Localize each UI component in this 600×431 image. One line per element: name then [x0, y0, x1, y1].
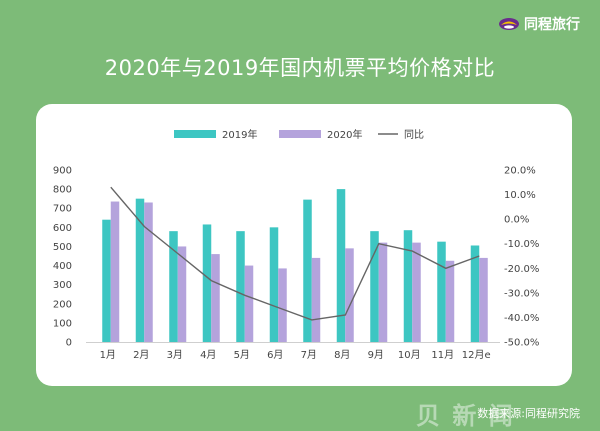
bar-2019-12	[470, 245, 480, 342]
bar-2019-8	[336, 189, 346, 342]
bar-2019-7	[303, 199, 312, 342]
left-tick-label: 0	[66, 338, 72, 349]
bar-2020-12	[479, 257, 488, 342]
right-tick-label: -10.0%	[504, 239, 539, 250]
brand: 同程旅行	[498, 14, 580, 34]
bar-2020-7	[311, 257, 321, 342]
left-tick-label: 800	[53, 185, 72, 196]
right-tick-label: -30.0%	[504, 288, 539, 299]
right-tick-label: 10.0%	[504, 190, 536, 201]
right-tick-label: 20.0%	[504, 166, 536, 177]
left-tick-label: 200	[53, 299, 72, 310]
bars	[102, 189, 488, 342]
brand-name: 同程旅行	[524, 17, 580, 33]
watermark-logo: 贝 新 闻	[416, 402, 515, 430]
x-tick-label: 3月	[167, 349, 183, 361]
right-axis: 20.0% 10.0% 0.0% -10.0% -20.0% -30.0% -40.0% -5…	[504, 166, 539, 349]
x-tick-label: 6月	[267, 349, 283, 361]
right-tick-label: -40.0%	[504, 313, 539, 324]
x-tick-label: 9月	[368, 349, 384, 361]
legend-swatch-1	[174, 130, 216, 138]
x-tick-label: 8月	[334, 349, 350, 361]
left-tick-label: 500	[53, 242, 72, 253]
bar-2019-5	[236, 231, 245, 342]
bar-2020-2	[144, 202, 153, 342]
left-tick-label: 600	[53, 223, 72, 234]
x-tick-label: 12月e	[462, 349, 491, 361]
data-source: 数据来源:同程研究院	[477, 407, 580, 420]
legend: 2019年 2020年 同比	[174, 128, 424, 141]
tongcheng-logo-icon	[499, 18, 519, 30]
x-tick-label: 10月	[398, 349, 421, 361]
bar-2020-5	[244, 265, 254, 342]
legend-label-2: 2020年	[327, 128, 362, 141]
x-axis: 1月 2月 3月 4月 5月 6月 7月 8月 9月 10月 11月 12月e	[86, 342, 500, 361]
bar-2020-8	[345, 248, 354, 342]
bar-2019-6	[269, 227, 279, 342]
legend-label-3: 同比	[404, 129, 424, 141]
bar-2020-11	[445, 260, 455, 342]
bar-2019-2	[135, 198, 145, 342]
left-tick-label: 700	[53, 204, 72, 215]
yoy-line	[110, 186, 480, 321]
yoy-line-path	[110, 186, 480, 321]
bar-2020-6	[278, 268, 287, 342]
left-tick-label: 100	[53, 318, 72, 329]
right-tick-label: 0.0%	[504, 215, 529, 226]
bar-2019-3	[169, 231, 178, 342]
bar-2020-1	[110, 201, 120, 342]
right-tick-label: -20.0%	[504, 264, 539, 275]
bar-2020-9	[378, 242, 388, 342]
bar-2019-11	[437, 241, 446, 342]
bar-2019-4	[202, 224, 212, 342]
left-tick-label: 300	[53, 280, 72, 291]
left-tick-label: 400	[53, 261, 72, 272]
x-tick-label: 7月	[301, 349, 317, 361]
left-axis: 0 100 200 300 400 500 600 700 800 900	[53, 166, 72, 349]
x-tick-label: 2月	[133, 349, 149, 361]
legend-swatch-2	[279, 130, 321, 138]
chart-card: 2019年 2020年 同比 0 100 200 300 400 500 600 700 800 90…	[36, 104, 572, 386]
bar-2020-3	[177, 246, 187, 342]
legend-label-1: 2019年	[222, 128, 257, 141]
bar-2020-10	[412, 242, 421, 342]
x-tick-label: 4月	[200, 349, 216, 361]
x-tick-label: 1月	[100, 349, 116, 361]
footer: 贝 新 闻 数据来源:同程研究院	[0, 394, 600, 431]
bar-2019-1	[102, 219, 111, 342]
page-title: 2020年与2019年国内机票平均价格对比	[104, 56, 496, 80]
right-tick-label: -50.0%	[504, 338, 539, 349]
x-tick-label: 5月	[234, 349, 250, 361]
chart: 2019年 2020年 同比 0 100 200 300 400 500 600 700 800 90…	[53, 128, 539, 361]
x-tick-label: 11月	[431, 349, 454, 361]
bar-2019-9	[370, 231, 379, 342]
left-tick-label: 900	[53, 166, 72, 177]
bar-2020-4	[211, 254, 220, 342]
bar-2019-10	[403, 230, 413, 342]
